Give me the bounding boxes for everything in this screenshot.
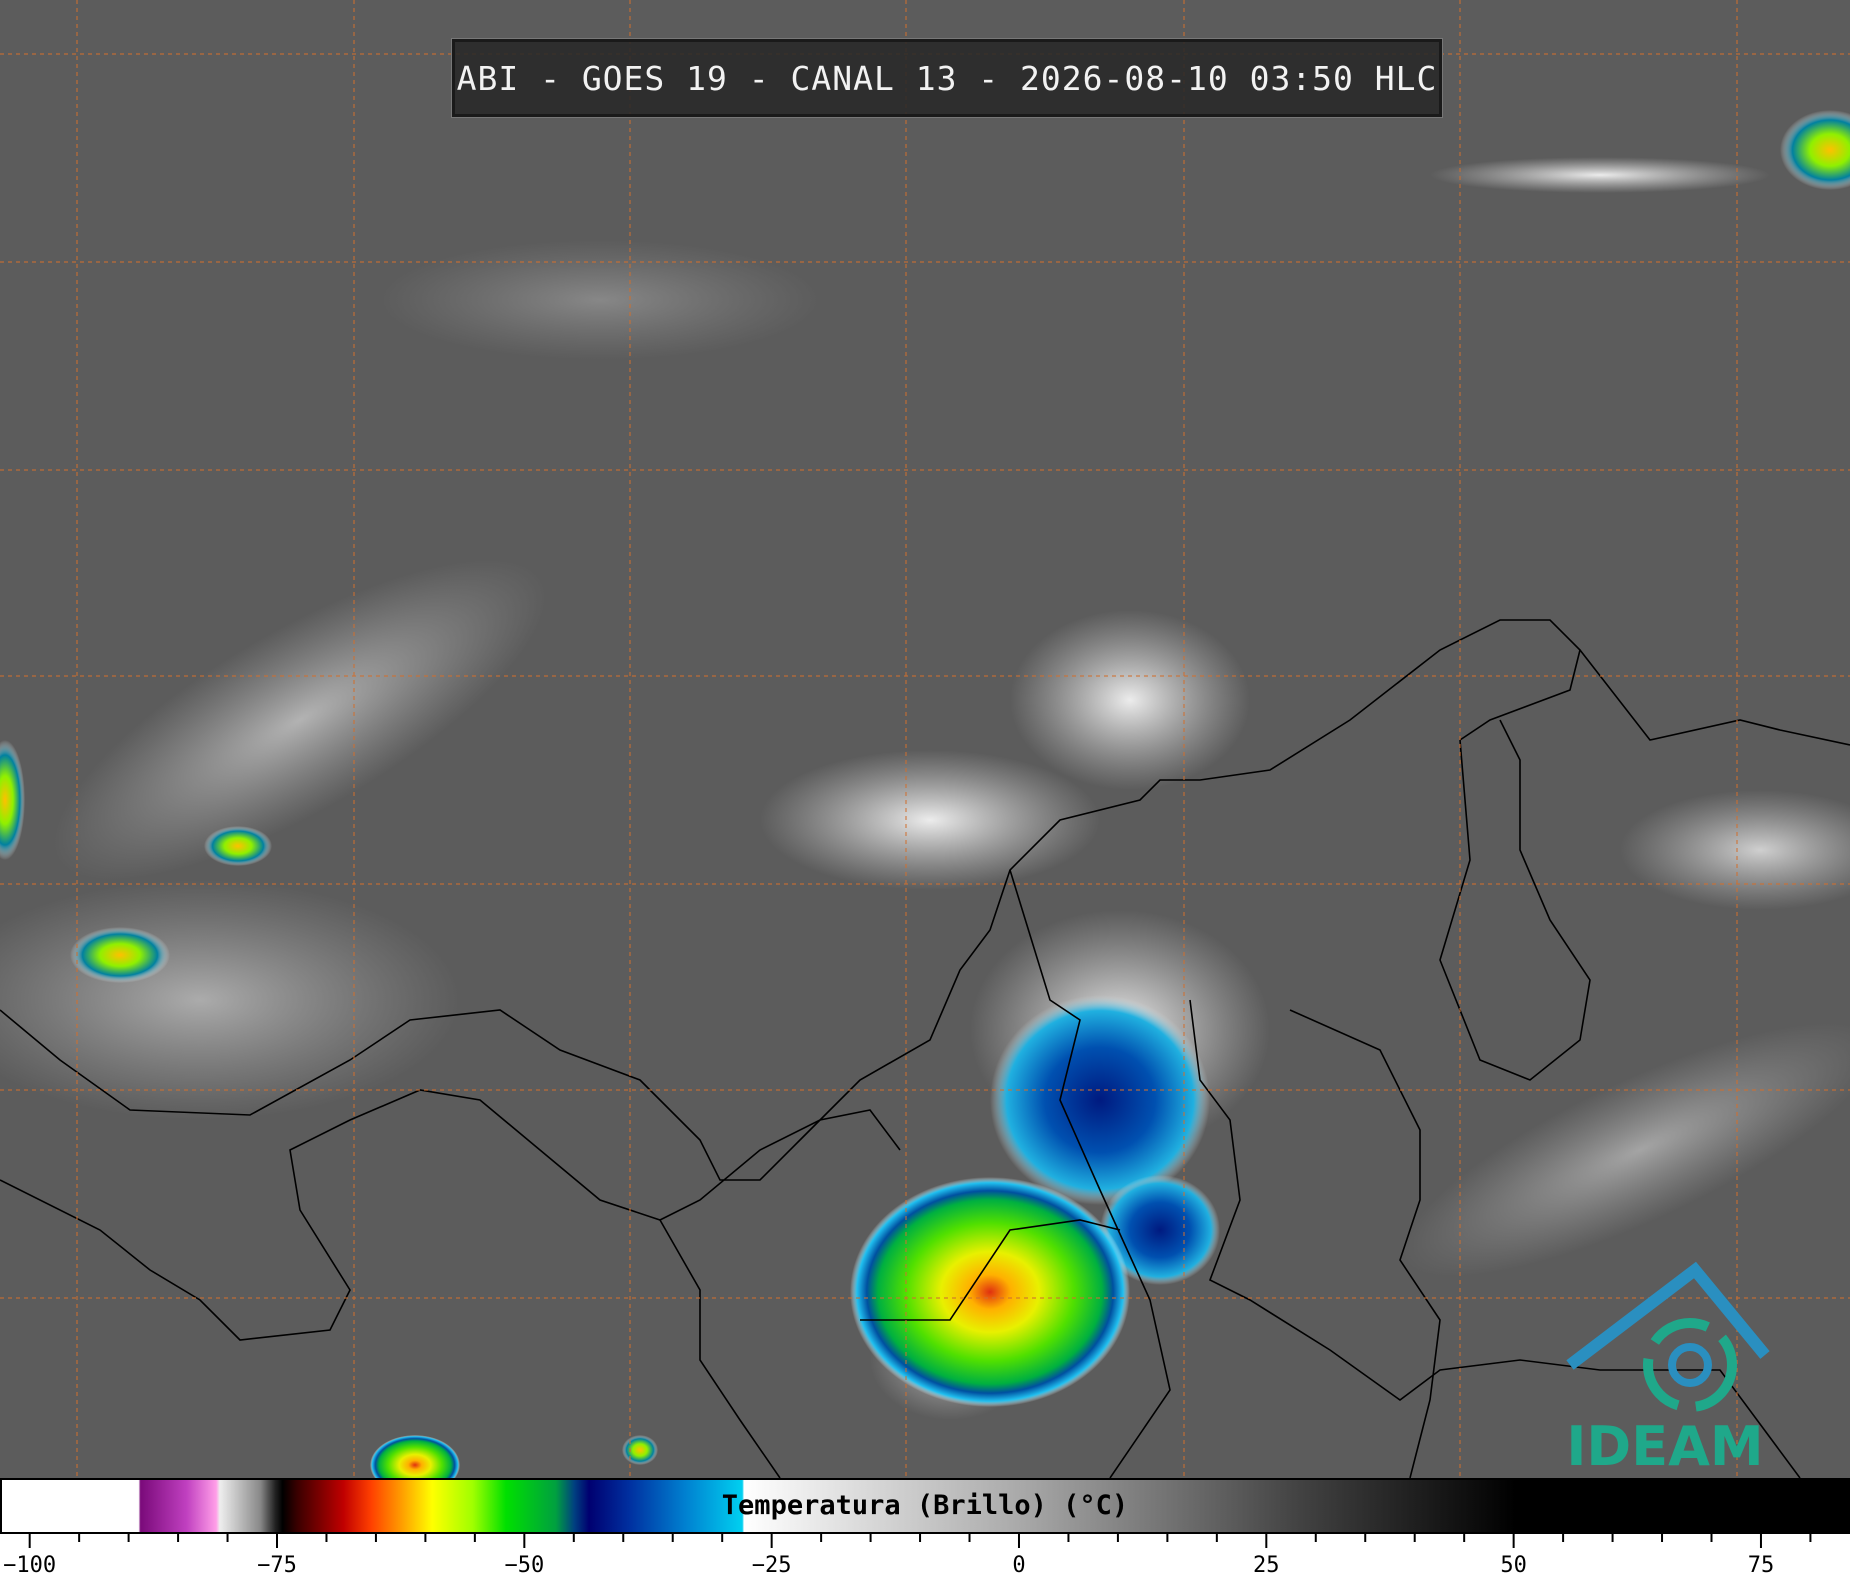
convection — [0, 110, 1850, 1478]
tick-label: −50 — [504, 1553, 544, 1577]
graticule — [0, 0, 1850, 1478]
title: ABI - GOES 19 - CANAL 13 - 2026-08-10 03… — [451, 38, 1443, 118]
tick-label: −75 — [257, 1553, 297, 1577]
tick-label: 0 — [1012, 1553, 1025, 1577]
tick-label: −100 — [3, 1553, 56, 1577]
colorbar-axis: −100 −75 −50 −25 0 25 50 75 — [3, 1534, 1812, 1577]
tick-label: 50 — [1500, 1553, 1527, 1577]
coastlines — [0, 619, 1850, 1478]
tick-label: −25 — [752, 1553, 792, 1577]
colorbar — [0, 1478, 1850, 1534]
tick-label: 75 — [1748, 1553, 1775, 1577]
logo-text: IDEAM — [1566, 1415, 1764, 1478]
tick-label: 25 — [1253, 1553, 1280, 1577]
satellite-map — [0, 0, 1850, 1478]
colorbar-label: Temperatura (Brillo) (°C) — [721, 1490, 1129, 1521]
logo-mark — [1566, 1261, 1770, 1412]
